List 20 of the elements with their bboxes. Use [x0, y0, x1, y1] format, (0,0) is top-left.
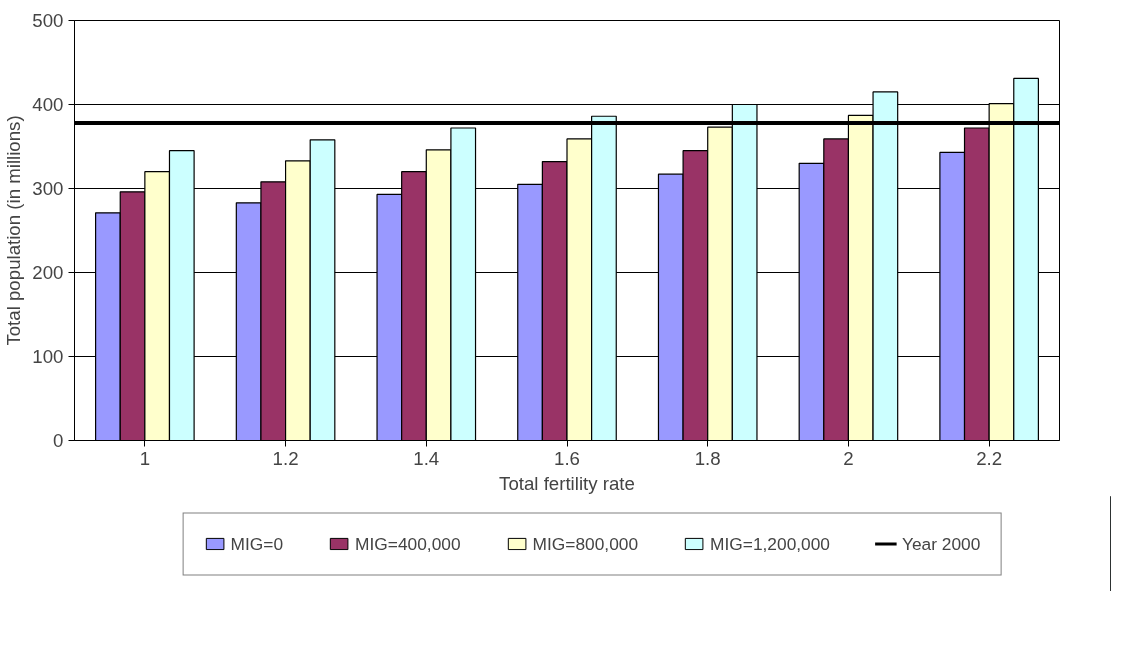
- y-tick-label: 400: [32, 94, 64, 115]
- y-tick-label: 0: [53, 430, 64, 451]
- x-axis-title: Total fertility rate: [499, 472, 635, 494]
- y-tick-label: 300: [32, 178, 64, 199]
- y-tick-label: 200: [32, 262, 64, 283]
- x-tick-label: 1.2: [272, 447, 299, 469]
- legend-label: MIG=0: [230, 533, 284, 554]
- x-tick-label: 1: [139, 447, 151, 469]
- x-tick-label: 1.8: [694, 447, 721, 469]
- x-tick-label: 2: [843, 447, 854, 469]
- y-tick-label: 500: [32, 10, 64, 31]
- x-tick-label: 2.2: [976, 447, 1003, 469]
- legend-label: Year 2000: [902, 533, 981, 554]
- legend-label: MIG=800,000: [532, 533, 639, 554]
- y-tick-label: 100: [32, 346, 64, 367]
- legend-label: MIG=1,200,000: [710, 533, 831, 554]
- x-tick-label: 1.4: [413, 447, 440, 469]
- legend-label: MIG=400,000: [355, 533, 461, 554]
- y-axis-title: Total population (in millions): [3, 115, 25, 346]
- x-tick-label: 1.6: [554, 447, 580, 469]
